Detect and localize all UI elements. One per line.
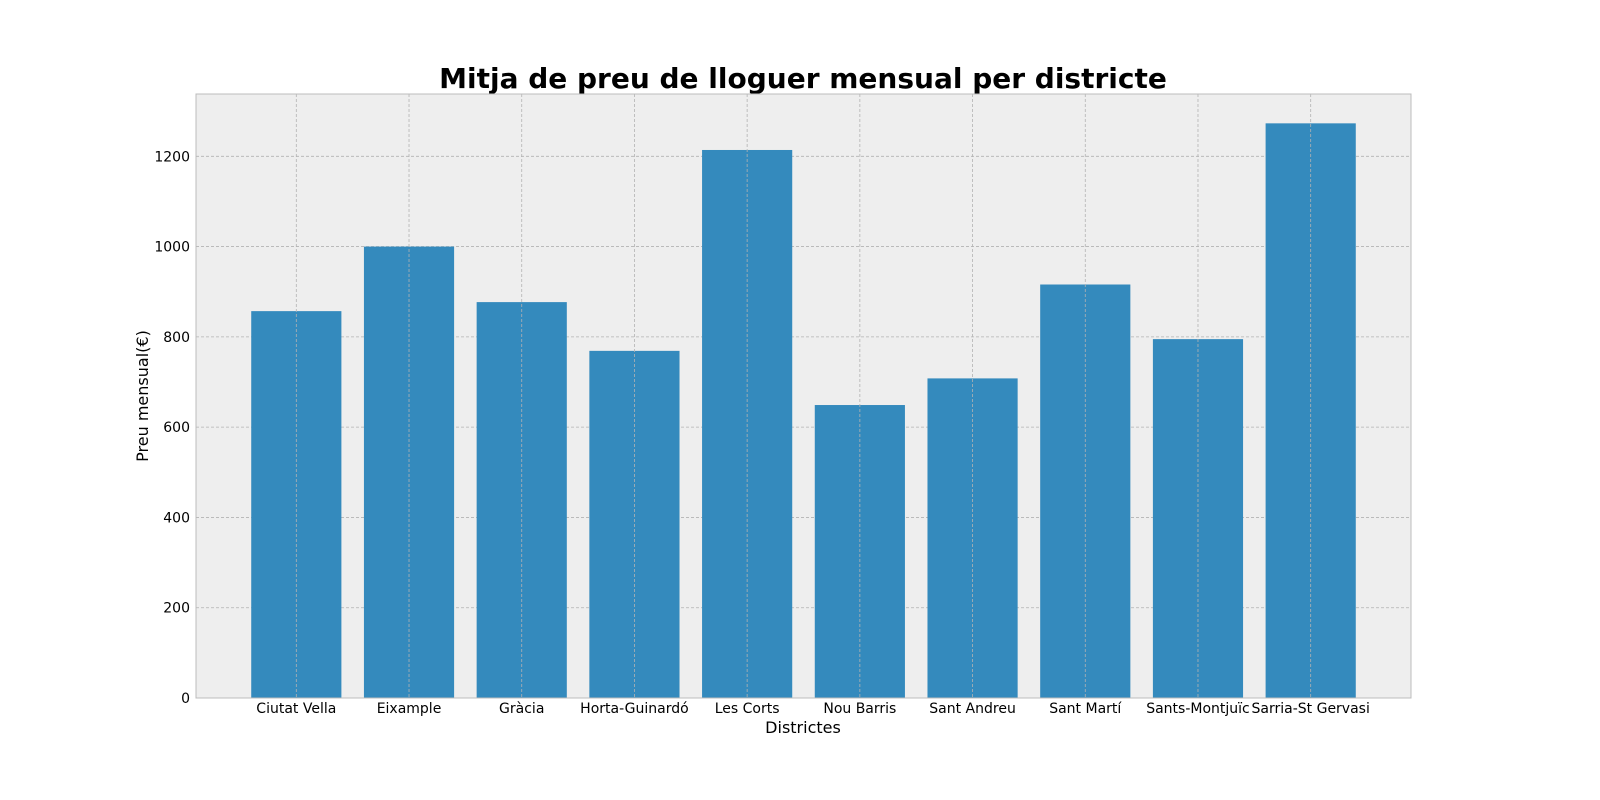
y-tick-label: 600 [163, 420, 190, 436]
y-tick-label: 400 [163, 510, 190, 526]
x-tick-label: Eixample [377, 701, 442, 717]
x-tick-label: Sant Andreu [929, 701, 1016, 717]
y-tick-label: 200 [163, 601, 190, 617]
x-tick-label: Ciutat Vella [256, 701, 336, 717]
plot-frame [195, 93, 1412, 699]
x-tick-label: Horta-Guinardó [580, 701, 689, 717]
chart-title: Mitja de preu de lloguer mensual per dis… [439, 62, 1167, 95]
x-tick-label: Gràcia [499, 701, 544, 717]
y-tick-label: 0 [181, 691, 190, 707]
y-tick-label: 800 [163, 330, 190, 346]
y-axis-label: Preu mensual(€) [133, 330, 152, 462]
x-tick-label: Sant Martí [1049, 701, 1122, 717]
bar [1152, 339, 1244, 698]
x-tick-label: Sarria-St Gervasi [1252, 701, 1370, 717]
x-axis-label: Districtes [765, 718, 841, 737]
x-tick-labels: Ciutat Vella Eixample Gràcia Horta-Guinardó… [256, 701, 1370, 717]
y-tick-label: 1000 [154, 240, 190, 256]
vertical-grid-layer [295, 94, 1312, 698]
x-tick-label: Les Corts [715, 701, 780, 717]
x-tick-label: Sants-Montjuïc [1146, 701, 1250, 717]
y-tick-label: 1200 [154, 149, 190, 165]
y-tick-labels: 0 200 400 600 800 1000 1200 [154, 149, 190, 707]
x-tick-label: Nou Barris [823, 701, 896, 717]
